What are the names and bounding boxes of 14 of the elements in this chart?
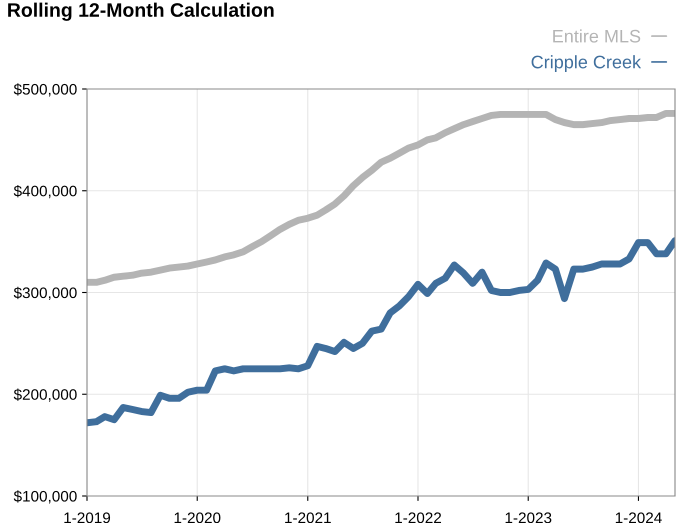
x-tick-label: 1-2019 <box>64 512 110 523</box>
x-tick-label: 1-2022 <box>395 512 442 523</box>
y-tick-label: $100,000 <box>14 490 77 504</box>
y-tick-label: $500,000 <box>14 83 77 96</box>
x-tick-label: 1-2020 <box>174 512 220 523</box>
y-tick-label: $200,000 <box>14 388 77 402</box>
y-tick-label: $400,000 <box>14 184 77 198</box>
y-tick-label: $300,000 <box>14 286 77 300</box>
x-tick-label: 1-2023 <box>506 512 552 523</box>
x-tick-label: 1-2021 <box>285 512 331 523</box>
legend-label: Cripple Creek <box>532 55 642 72</box>
x-tick-label: 1-2024 <box>616 512 662 523</box>
legend-label: Entire MLS <box>553 29 640 43</box>
chart-title: Rolling 12-Month Calculation <box>8 2 274 21</box>
